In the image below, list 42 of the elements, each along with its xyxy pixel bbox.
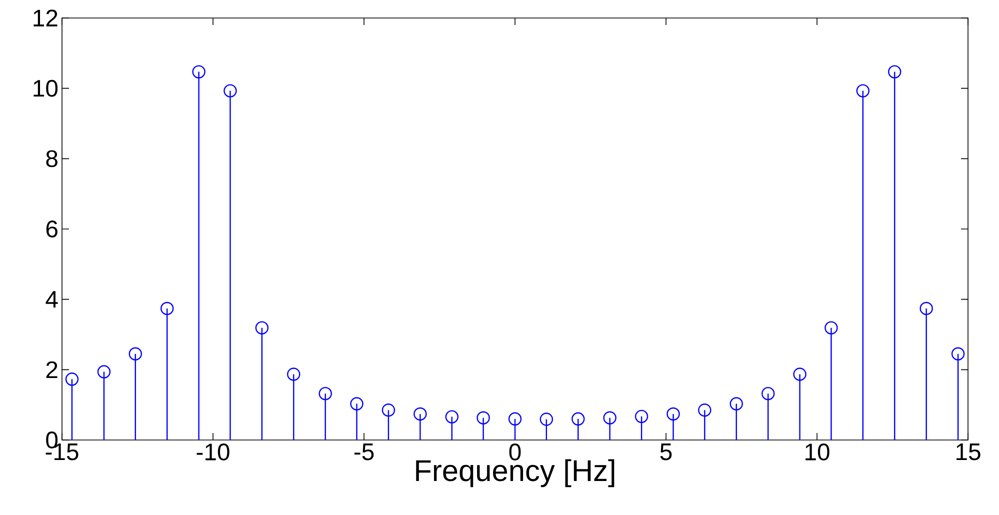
- point: [666, 407, 680, 421]
- point: [856, 84, 870, 98]
- point: [540, 412, 554, 426]
- y-tick-label: 8: [46, 150, 58, 168]
- point: [414, 407, 427, 421]
- point: [920, 302, 933, 316]
- x-tick-label: 5: [660, 444, 672, 460]
- x-tick-label: 15: [956, 444, 980, 460]
- point: [224, 84, 237, 98]
- y-tick-label: 10: [34, 80, 58, 97]
- x-axis-title: Frequency [Hz]: [416, 459, 614, 488]
- y-tick-label: 12: [34, 10, 58, 26]
- x-tick-label: 0: [509, 444, 521, 460]
- point: [97, 365, 111, 378]
- point: [508, 412, 522, 426]
- point: [192, 65, 206, 78]
- point: [951, 347, 965, 360]
- point: [793, 368, 806, 381]
- point: [382, 404, 396, 417]
- point: [255, 321, 269, 334]
- y-tick-label: 6: [46, 220, 58, 238]
- point: [65, 372, 79, 386]
- point: [572, 412, 585, 426]
- y-tick-label: 2: [46, 361, 58, 378]
- point: [318, 386, 332, 400]
- y-tick-label: 4: [46, 291, 58, 308]
- point: [476, 411, 490, 424]
- point: [603, 411, 616, 424]
- point: [287, 368, 300, 381]
- point: [824, 321, 838, 334]
- point: [128, 347, 142, 360]
- x-tick-label: -10: [196, 444, 230, 460]
- point: [160, 302, 174, 316]
- point: [698, 404, 712, 417]
- x-tick-label: 10: [806, 444, 830, 460]
- x-tick-label: -5: [354, 444, 374, 460]
- point: [888, 65, 902, 78]
- point: [761, 386, 775, 400]
- point: [730, 397, 743, 410]
- point: [445, 410, 458, 424]
- point: [634, 410, 648, 424]
- point: [350, 397, 364, 410]
